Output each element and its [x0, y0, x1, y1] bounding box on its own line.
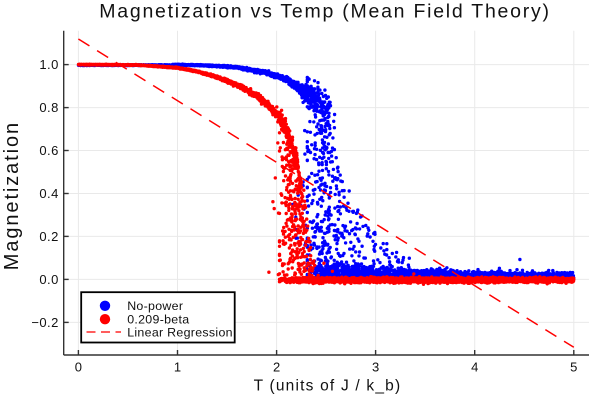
svg-text:2: 2 [273, 360, 280, 375]
svg-text:0.6: 0.6 [39, 143, 58, 158]
svg-text:5: 5 [570, 360, 577, 375]
svg-text:T (units of J / k_b): T (units of J / k_b) [254, 378, 402, 395]
svg-text:1.0: 1.0 [39, 57, 58, 72]
svg-text:No-power: No-power [127, 299, 183, 313]
svg-text:1: 1 [174, 360, 181, 375]
svg-text:−0.2: −0.2 [31, 315, 58, 330]
svg-text:0.2: 0.2 [39, 229, 58, 244]
svg-text:Magnetization: Magnetization [1, 121, 23, 270]
svg-text:0: 0 [75, 360, 82, 375]
svg-text:0.0: 0.0 [39, 272, 58, 287]
svg-text:4: 4 [471, 360, 478, 375]
svg-text:Magnetization vs Temp (Mean Fi: Magnetization vs Temp (Mean Field Theory… [99, 1, 550, 23]
svg-text:0.8: 0.8 [39, 100, 58, 115]
svg-text:Linear Regression: Linear Regression [127, 325, 233, 339]
svg-text:0.209-beta: 0.209-beta [127, 312, 189, 326]
svg-text:3: 3 [372, 360, 379, 375]
svg-text:0.4: 0.4 [39, 186, 58, 201]
